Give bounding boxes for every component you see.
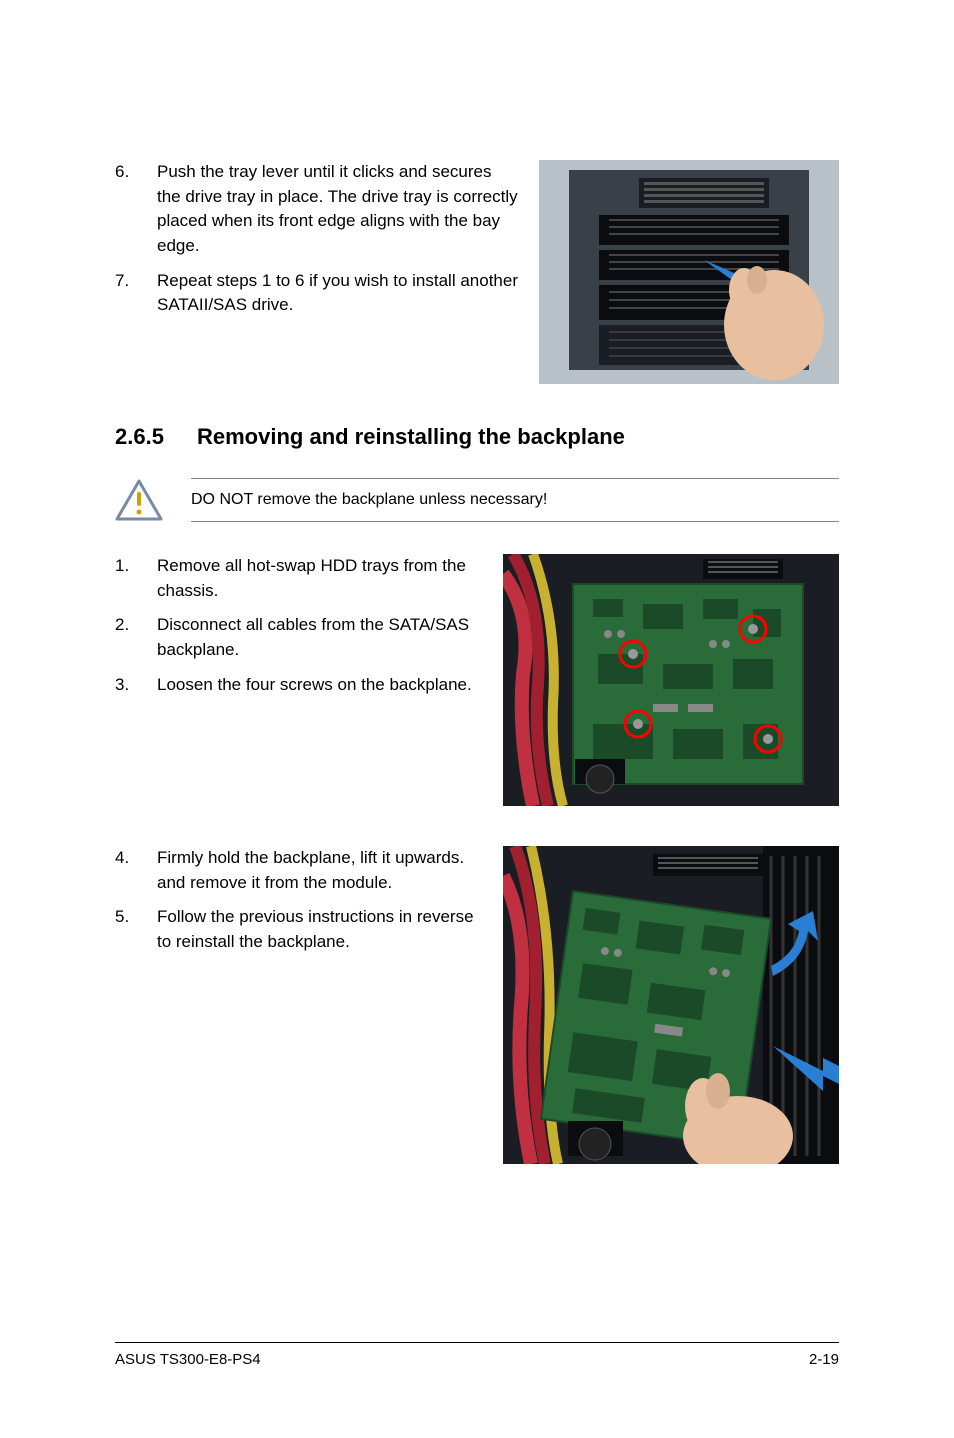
section-heading: 2.6.5 Removing and reinstalling the back… bbox=[115, 424, 839, 450]
row-steps-top: 6. Push the tray lever until it clicks a… bbox=[115, 160, 839, 384]
steps-bot-list: 4. Firmly hold the backplane, lift it up… bbox=[115, 846, 483, 955]
step-text: Follow the previous instructions in reve… bbox=[157, 905, 483, 954]
step-number: 5. bbox=[115, 905, 157, 954]
step-number: 2. bbox=[115, 613, 157, 662]
page-footer: ASUS TS300-E8-PS4 2-19 bbox=[115, 1342, 839, 1368]
step-text: Remove all hot-swap HDD trays from the c… bbox=[157, 554, 483, 603]
step-text: Repeat steps 1 to 6 if you wish to insta… bbox=[157, 269, 519, 318]
step-number: 3. bbox=[115, 673, 157, 698]
step-number: 4. bbox=[115, 846, 157, 895]
text-col-mid: 1. Remove all hot-swap HDD trays from th… bbox=[115, 554, 483, 806]
backplane-remove-photo bbox=[503, 846, 839, 1164]
step-2: 2. Disconnect all cables from the SATA/S… bbox=[115, 613, 483, 662]
step-4: 4. Firmly hold the backplane, lift it up… bbox=[115, 846, 483, 895]
footer-left: ASUS TS300-E8-PS4 bbox=[115, 1351, 261, 1368]
image-col-bot bbox=[503, 846, 839, 1164]
section-title: Removing and reinstalling the backplane bbox=[197, 424, 625, 450]
drive-bay-photo bbox=[539, 160, 839, 384]
row-steps-bot: 4. Firmly hold the backplane, lift it up… bbox=[115, 846, 839, 1164]
footer-right: 2-19 bbox=[809, 1351, 839, 1368]
step-number: 7. bbox=[115, 269, 157, 318]
steps-top-list: 6. Push the tray lever until it clicks a… bbox=[115, 160, 519, 318]
step-text: Push the tray lever until it clicks and … bbox=[157, 160, 519, 259]
step-1: 1. Remove all hot-swap HDD trays from th… bbox=[115, 554, 483, 603]
row-steps-mid: 1. Remove all hot-swap HDD trays from th… bbox=[115, 554, 839, 806]
step-number: 1. bbox=[115, 554, 157, 603]
step-text: Loosen the four screws on the backplane. bbox=[157, 673, 483, 698]
backplane-screws-photo bbox=[503, 554, 839, 806]
text-col-bot: 4. Firmly hold the backplane, lift it up… bbox=[115, 846, 483, 1164]
step-5: 5. Follow the previous instructions in r… bbox=[115, 905, 483, 954]
section-number: 2.6.5 bbox=[115, 424, 197, 450]
text-col-top: 6. Push the tray lever until it clicks a… bbox=[115, 160, 519, 384]
image-col-top bbox=[539, 160, 839, 384]
step-number: 6. bbox=[115, 160, 157, 259]
step-text: Disconnect all cables from the SATA/SAS … bbox=[157, 613, 483, 662]
step-6: 6. Push the tray lever until it clicks a… bbox=[115, 160, 519, 259]
step-3: 3. Loosen the four screws on the backpla… bbox=[115, 673, 483, 698]
steps-mid-list: 1. Remove all hot-swap HDD trays from th… bbox=[115, 554, 483, 697]
warning-text: DO NOT remove the backplane unless neces… bbox=[191, 478, 839, 522]
image-col-mid bbox=[503, 554, 839, 806]
warning-note: DO NOT remove the backplane unless neces… bbox=[115, 478, 839, 522]
step-7: 7. Repeat steps 1 to 6 if you wish to in… bbox=[115, 269, 519, 318]
warning-icon bbox=[115, 479, 163, 521]
step-text: Firmly hold the backplane, lift it upwar… bbox=[157, 846, 483, 895]
